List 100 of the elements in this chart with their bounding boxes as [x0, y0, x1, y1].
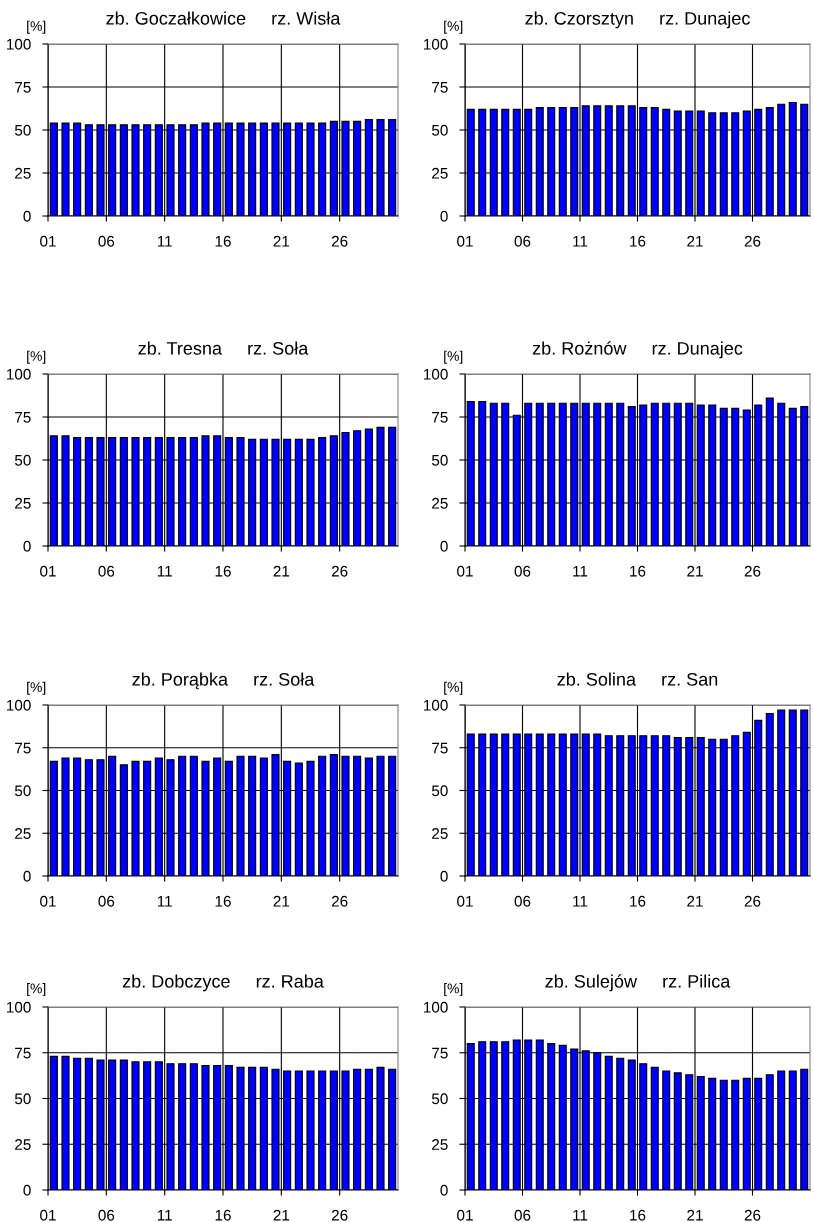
x-tick-label: 16 — [215, 895, 231, 907]
x-tick-label: 11 — [573, 896, 588, 907]
x-tick-label: 11 — [573, 566, 588, 577]
x-tick-label: 26 — [744, 565, 761, 577]
y-tick-label: 25 — [432, 497, 448, 509]
y-tick-label: 75 — [432, 82, 448, 93]
y-tick-label: 0 — [23, 1184, 31, 1196]
chart-title: zb. Solina rz. San — [557, 672, 718, 686]
x-tick-label: 26 — [744, 1209, 761, 1221]
x-tick-label: 11 — [573, 1210, 588, 1221]
y-tick-label: 25 — [15, 497, 31, 509]
y-tick-label: 50 — [431, 1093, 448, 1105]
x-tick-label: 01 — [40, 1209, 56, 1221]
x-tick-label: 01 — [457, 565, 473, 577]
x-tick-label: 06 — [514, 1209, 531, 1221]
y-tick-label: 100 — [424, 368, 448, 380]
x-tick-label: 21 — [273, 235, 290, 247]
y-tick-label: 50 — [14, 454, 31, 466]
x-tick-label: 16 — [215, 235, 231, 247]
x-tick-label: 11 — [157, 566, 172, 577]
x-tick-label: 21 — [273, 1209, 290, 1221]
y-tick-label: 25 — [15, 828, 31, 839]
y-tick-label: 75 — [432, 412, 448, 423]
y-tick-label: 75 — [15, 82, 31, 93]
x-tick-label: 16 — [630, 235, 646, 247]
y-axis-title: [%] — [27, 350, 46, 364]
y-tick-label: 75 — [15, 1047, 31, 1059]
x-tick-label: 21 — [687, 895, 703, 907]
x-tick-label: 21 — [687, 1209, 703, 1221]
x-tick-label: 16 — [630, 1209, 646, 1221]
y-tick-label: 100 — [7, 368, 31, 380]
x-tick-label: 21 — [687, 565, 703, 577]
x-tick-label: 06 — [98, 235, 115, 247]
chart-title: zb. Tresna rz. Soła — [138, 341, 309, 355]
y-axis-title: [%] — [27, 20, 46, 34]
x-tick-label: 06 — [514, 235, 531, 247]
y-tick-label: 25 — [15, 167, 31, 179]
y-tick-label: 75 — [432, 742, 448, 754]
y-tick-label: 25 — [432, 1139, 448, 1150]
x-tick-label: 16 — [215, 1209, 231, 1221]
y-axis-title: [%] — [444, 350, 463, 364]
x-tick-label: 06 — [98, 895, 115, 907]
x-tick-label: 01 — [40, 565, 56, 577]
y-tick-label: 100 — [424, 1001, 448, 1013]
y-axis-title: [%] — [444, 681, 463, 695]
x-tick-label: 26 — [744, 895, 761, 907]
y-tick-label: 0 — [23, 210, 31, 222]
y-tick-label: 75 — [432, 1047, 448, 1059]
y-tick-label: 50 — [14, 1093, 31, 1105]
y-tick-label: 75 — [15, 742, 31, 754]
y-tick-label: 0 — [440, 870, 448, 882]
y-tick-label: 0 — [440, 210, 448, 222]
x-tick-label: 01 — [40, 895, 56, 907]
x-tick-label: 01 — [40, 235, 56, 247]
y-axis-title: [%] — [27, 983, 46, 997]
x-tick-label: 01 — [457, 1209, 473, 1221]
x-tick-label: 11 — [573, 236, 588, 247]
x-tick-label: 06 — [514, 565, 531, 577]
y-tick-label: 0 — [440, 1184, 448, 1196]
x-tick-label: 11 — [157, 236, 172, 247]
y-tick-label: 25 — [432, 167, 448, 179]
y-tick-label: 100 — [7, 699, 31, 711]
chart-title: zb. Goczałkowice rz. Wisła — [106, 11, 341, 25]
y-tick-label: 0 — [440, 540, 448, 552]
y-tick-label: 0 — [23, 540, 31, 552]
chart-title: zb. Dobczyce rz. Raba — [122, 974, 324, 992]
x-tick-label: 06 — [98, 565, 115, 577]
y-tick-label: 25 — [15, 1139, 31, 1150]
y-tick-label: 50 — [431, 785, 448, 797]
x-tick-label: 21 — [273, 565, 290, 577]
x-tick-label: 26 — [331, 895, 348, 907]
x-tick-label: 16 — [630, 895, 646, 907]
x-tick-label: 26 — [331, 1209, 348, 1221]
y-tick-label: 0 — [23, 870, 31, 882]
x-tick-label: 21 — [687, 235, 703, 247]
x-tick-label: 21 — [273, 895, 290, 907]
y-axis-title: [%] — [27, 681, 46, 695]
x-tick-label: 01 — [457, 895, 473, 907]
y-tick-label: 50 — [14, 124, 31, 136]
chart-title: zb. Czorsztyn rz. Dunajec — [525, 11, 750, 29]
x-tick-label: 26 — [331, 235, 348, 247]
x-tick-label: 26 — [331, 565, 348, 577]
y-axis-title: [%] — [444, 20, 463, 34]
y-tick-label: 25 — [432, 828, 448, 839]
x-tick-label: 16 — [630, 565, 646, 577]
x-tick-label: 11 — [157, 1210, 172, 1221]
x-tick-label: 06 — [514, 895, 531, 907]
x-tick-label: 16 — [215, 565, 231, 577]
y-tick-label: 50 — [431, 454, 448, 466]
x-tick-label: 26 — [744, 235, 761, 247]
x-tick-label: 11 — [157, 896, 172, 907]
y-tick-label: 75 — [15, 412, 31, 423]
y-tick-label: 100 — [424, 38, 448, 50]
chart-title: zb. Porąbka rz. Soła — [132, 672, 315, 690]
x-tick-label: 01 — [457, 235, 473, 247]
y-tick-label: 50 — [431, 124, 448, 136]
y-axis-title: [%] — [444, 983, 463, 997]
y-tick-label: 100 — [424, 699, 448, 711]
y-tick-label: 100 — [7, 1001, 31, 1013]
chart-title: zb. Rożnów rz. Dunajec — [532, 341, 743, 359]
